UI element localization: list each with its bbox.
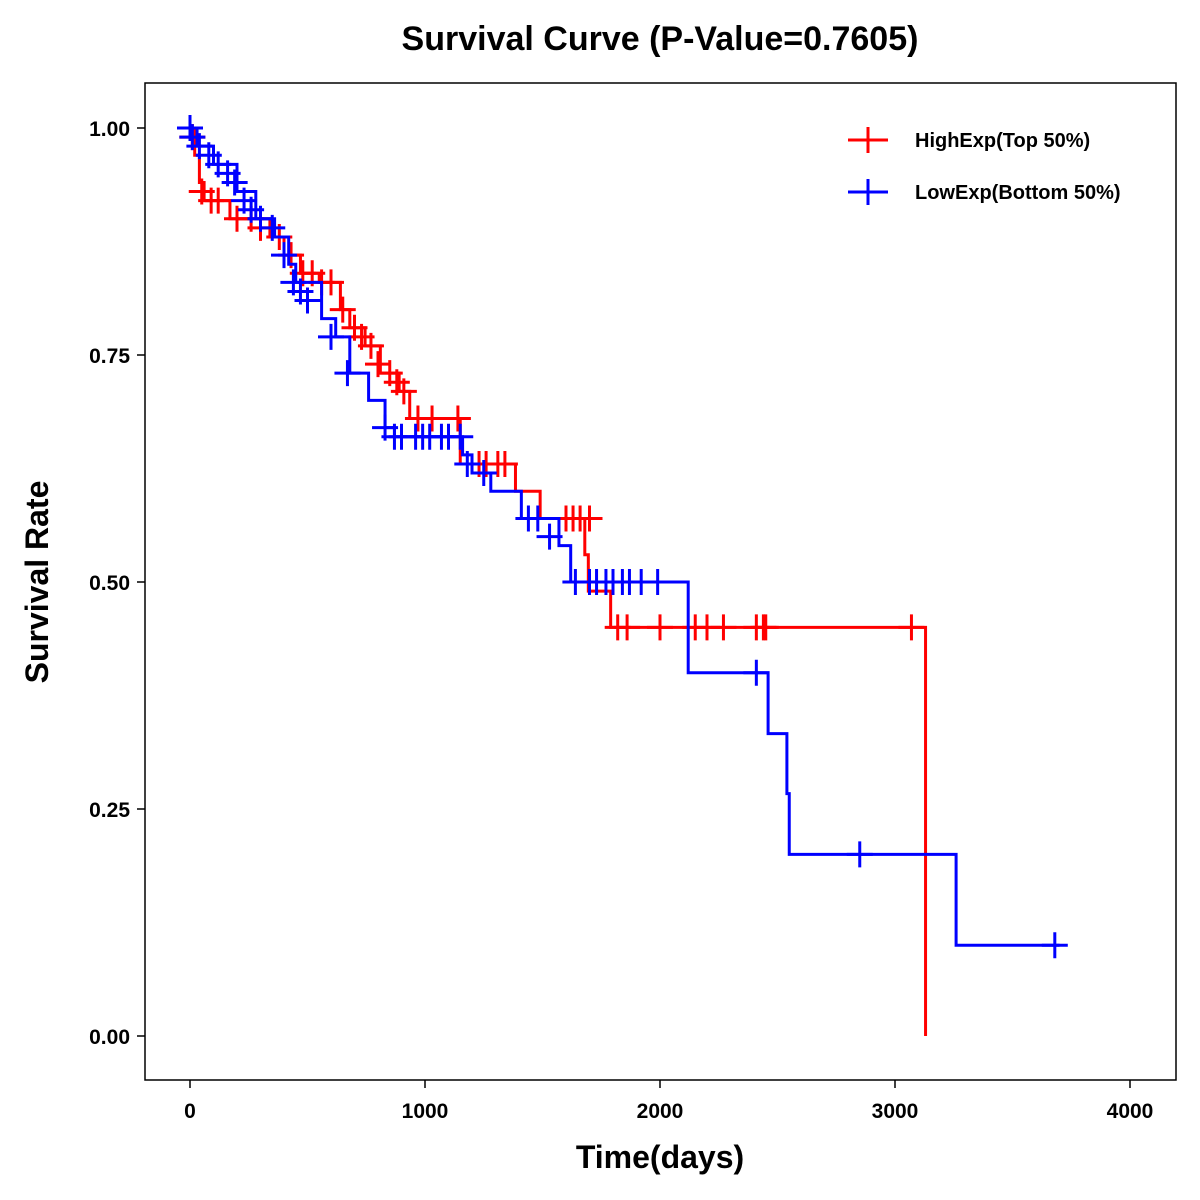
- x-tick-label: 4000: [1107, 1100, 1154, 1123]
- censor-mark: [447, 423, 474, 450]
- censor-mark: [318, 323, 344, 350]
- censor-mark: [491, 450, 518, 477]
- censor-mark: [470, 460, 497, 487]
- x-tick-label: 1000: [402, 1100, 449, 1123]
- censor-mark: [271, 242, 297, 269]
- censor-mark: [419, 405, 446, 432]
- legend-cross-icon: [848, 179, 888, 205]
- legend-label: LowExp(Bottom 50%): [915, 182, 1121, 204]
- chart-title: Survival Curve (P-Value=0.7605): [402, 20, 919, 58]
- x-axis-label: Time(days): [576, 1139, 744, 1175]
- legend-cross-icon: [848, 127, 888, 153]
- censor-mark: [846, 841, 873, 868]
- legend: HighExp(Top 50%) LowExp(Bottom 50%): [848, 127, 1121, 205]
- censor-mark: [1041, 932, 1068, 959]
- censor-mark: [294, 287, 321, 314]
- censor-mark: [743, 659, 770, 686]
- censor-mark: [444, 405, 471, 432]
- x-tick-label: 0: [184, 1100, 196, 1123]
- censor-mark: [524, 505, 551, 532]
- y-tick-label: 1.00: [89, 118, 130, 141]
- y-tick-label: 0.25: [89, 799, 130, 822]
- series-lowexp: [177, 115, 1068, 959]
- x-tick-label: 3000: [872, 1100, 919, 1123]
- censor-mark: [614, 614, 641, 641]
- y-axis-label: Survival Rate: [19, 481, 55, 684]
- y-tick-label: 0.75: [89, 345, 130, 368]
- survival-curve-line: [190, 126, 1060, 947]
- censor-mark: [898, 614, 925, 641]
- censor-mark: [259, 214, 286, 241]
- censor-mark: [647, 614, 673, 641]
- x-tick-label: 2000: [637, 1100, 684, 1123]
- censor-mark: [454, 450, 481, 477]
- censor-mark: [752, 614, 779, 641]
- legend-label: HighExp(Top 50%): [915, 130, 1090, 152]
- censor-mark: [357, 332, 384, 359]
- survival-curve-line: [190, 126, 928, 1036]
- censor-mark: [221, 169, 248, 196]
- censor-mark: [710, 614, 737, 641]
- censor-mark: [536, 523, 563, 550]
- censor-mark: [205, 187, 232, 214]
- censor-mark: [334, 360, 361, 387]
- censor-mark: [576, 505, 603, 532]
- y-tick-label: 0.50: [89, 572, 130, 595]
- legend-item: LowExp(Bottom 50%): [848, 179, 1121, 205]
- series-highexp: [179, 124, 928, 1036]
- y-tick-label: 0.00: [89, 1026, 130, 1049]
- censor-mark: [390, 378, 417, 405]
- censor-mark: [329, 296, 356, 323]
- censor-mark: [644, 569, 671, 595]
- legend-item: HighExp(Top 50%): [848, 127, 1090, 153]
